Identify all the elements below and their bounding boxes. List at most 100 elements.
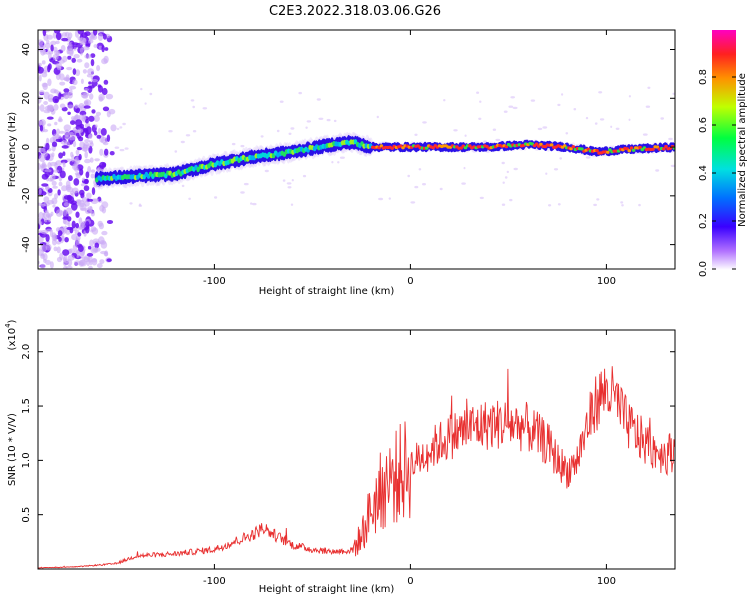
noise-blob <box>71 234 78 241</box>
noise-blob <box>52 31 57 39</box>
noise-blob <box>78 153 82 161</box>
noise-blob <box>96 65 101 72</box>
noise-dot <box>174 150 178 153</box>
noise-dot <box>140 87 143 91</box>
y-tick-label: 0 <box>21 144 32 150</box>
noise-blob <box>78 226 85 230</box>
noise-blob <box>68 248 75 254</box>
noise-blob <box>58 236 62 242</box>
ridge-core <box>390 146 395 150</box>
noise-blob <box>40 229 49 235</box>
noise-dot <box>144 102 147 105</box>
ridge-core <box>655 145 660 149</box>
noise-dot <box>642 133 648 136</box>
noise-blob <box>102 33 107 40</box>
noise-blob <box>100 127 107 136</box>
noise-blob <box>73 178 80 186</box>
noise-blob <box>45 259 51 265</box>
ridge-core <box>651 147 655 151</box>
noise-blob <box>63 195 71 200</box>
noise-blob <box>59 130 65 134</box>
noise-blob <box>61 37 69 42</box>
noise-blob <box>78 114 84 121</box>
ridge-core <box>424 146 429 150</box>
noise-dot <box>290 203 294 206</box>
noise-dot <box>615 127 620 130</box>
noise-blob <box>86 126 92 134</box>
noise-blob <box>82 46 90 51</box>
snr-frame <box>37 329 676 570</box>
noise-blob <box>65 180 71 189</box>
noise-dot <box>407 174 411 178</box>
noise-blob <box>68 32 73 39</box>
noise-blob <box>90 169 96 173</box>
noise-blob <box>95 111 101 116</box>
noise-blob <box>38 211 44 220</box>
noise-blob <box>97 33 104 41</box>
colorbar-tick-label: 0.6 <box>698 117 709 133</box>
noise-blob <box>79 199 85 208</box>
x-tick-label: 0 <box>407 276 413 287</box>
noise-dot <box>260 135 264 138</box>
spectrogram-x-axis-label: Height of straight line (km) <box>259 286 395 297</box>
ridge-core <box>662 147 666 151</box>
noise-blob <box>97 128 102 135</box>
noise-blob <box>38 62 42 67</box>
noise-blob <box>79 259 87 267</box>
noise-dot <box>286 182 292 185</box>
ridge-core <box>580 147 584 151</box>
noise-dot <box>316 98 321 101</box>
noise-blob <box>90 53 96 58</box>
x-tick-label: 0 <box>407 576 413 587</box>
colorbar-tick-label: 0.8 <box>698 69 709 85</box>
noise-blob <box>72 140 77 148</box>
noise-blob <box>71 42 79 46</box>
noise-dot <box>248 147 252 151</box>
noise-blob <box>48 177 53 182</box>
noise-dot <box>501 161 505 165</box>
noise-dot <box>149 92 153 96</box>
ridge-core <box>562 144 567 148</box>
ridge-core <box>608 148 612 152</box>
noise-blob <box>109 151 115 156</box>
noise-blob <box>53 104 59 111</box>
noise-dot <box>243 182 249 186</box>
noise-blob <box>69 85 77 90</box>
noise-blob <box>79 189 85 196</box>
noise-blob <box>42 129 49 133</box>
noise-blob <box>73 47 77 51</box>
noise-blob <box>42 82 48 91</box>
noise-blob <box>101 87 108 96</box>
noise-blob <box>41 60 46 65</box>
noise-dot <box>291 179 294 182</box>
noise-blob <box>99 161 106 169</box>
noise-blob <box>98 93 105 101</box>
ridge-core <box>569 147 573 151</box>
colorbar-label: Normalized spectral amplitude <box>737 73 748 227</box>
noise-blob <box>44 218 48 223</box>
noise-dot <box>339 156 345 159</box>
x-tick-label: -100 <box>203 276 226 287</box>
noise-blob <box>94 158 100 162</box>
noise-dot <box>331 161 334 164</box>
noise-dot <box>647 86 651 90</box>
noise-dot <box>190 99 195 102</box>
y-tick-label: -20 <box>21 188 32 204</box>
noise-blob <box>55 40 60 45</box>
x-tick-label: -100 <box>203 576 226 587</box>
noise-blob <box>99 148 104 156</box>
noise-dot <box>326 118 331 122</box>
noise-blob <box>84 139 91 143</box>
noise-dot <box>545 172 548 175</box>
noise-blob <box>40 47 46 56</box>
noise-dot <box>181 184 185 188</box>
noise-blob <box>46 34 53 40</box>
colorbar-tick-label: 0.4 <box>698 165 709 181</box>
noise-blob <box>67 104 75 109</box>
noise-blob <box>74 167 80 172</box>
noise-blob <box>100 241 108 249</box>
noise-blob <box>62 55 68 63</box>
noise-blob <box>39 104 45 112</box>
snr-plot-area <box>38 330 675 569</box>
